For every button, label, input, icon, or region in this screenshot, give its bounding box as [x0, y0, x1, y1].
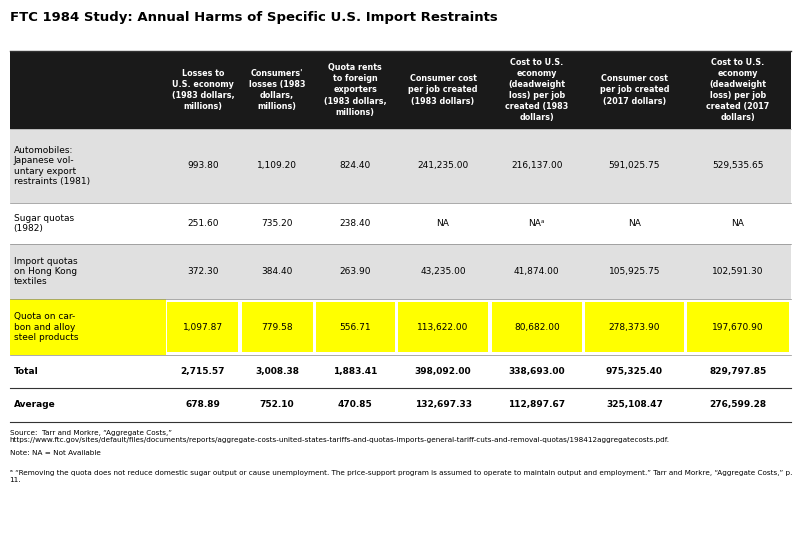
Text: 824.40: 824.40 — [340, 162, 371, 170]
Bar — [10, 299, 791, 355]
Text: Consumer cost
per job created
(2017 dollars): Consumer cost per job created (2017 doll… — [599, 74, 669, 106]
Text: Average: Average — [14, 401, 55, 409]
Text: Import quotas
on Hong Kong
textiles: Import quotas on Hong Kong textiles — [14, 257, 77, 286]
Text: 113,622.00: 113,622.00 — [418, 323, 469, 331]
Text: 2,715.57: 2,715.57 — [181, 367, 225, 376]
Text: 238.40: 238.40 — [340, 219, 371, 228]
Text: NA: NA — [628, 219, 641, 228]
Text: Sugar quotas
(1982): Sugar quotas (1982) — [14, 214, 73, 233]
Text: 43,235.00: 43,235.00 — [420, 267, 466, 276]
Text: 1,097.87: 1,097.87 — [183, 323, 223, 331]
Text: Automobiles:
Japanese vol-
untary export
restraints (1981): Automobiles: Japanese vol- untary export… — [14, 146, 90, 186]
Text: 105,925.75: 105,925.75 — [609, 267, 660, 276]
Text: 197,670.90: 197,670.90 — [712, 323, 764, 331]
Text: Losses to
U.S. economy
(1983 dollars,
millions): Losses to U.S. economy (1983 dollars, mi… — [171, 69, 234, 111]
Text: NAᵃ: NAᵃ — [528, 219, 545, 228]
Bar — [167, 302, 238, 352]
Text: 398,092.00: 398,092.00 — [414, 367, 471, 376]
Text: Total: Total — [14, 367, 38, 376]
Text: 241,235.00: 241,235.00 — [418, 162, 469, 170]
Text: 1,109.20: 1,109.20 — [257, 162, 297, 170]
Text: 338,693.00: 338,693.00 — [508, 367, 565, 376]
Bar — [687, 302, 789, 352]
Bar — [241, 302, 312, 352]
Text: 470.85: 470.85 — [338, 401, 372, 409]
Text: 678.89: 678.89 — [186, 401, 220, 409]
Bar — [10, 51, 791, 129]
Text: Source:  Tarr and Morkre, “Aggregate Costs,”  https://www.ftc.gov/sites/default/: Source: Tarr and Morkre, “Aggregate Cost… — [10, 430, 669, 442]
Text: 41,874.00: 41,874.00 — [514, 267, 559, 276]
Bar — [10, 388, 791, 422]
Bar — [10, 244, 791, 299]
Text: 102,591.30: 102,591.30 — [713, 267, 764, 276]
Text: 112,897.67: 112,897.67 — [508, 401, 565, 409]
Bar — [10, 355, 791, 388]
Bar — [585, 302, 684, 352]
Bar — [10, 203, 791, 244]
Text: 1,883.41: 1,883.41 — [333, 367, 377, 376]
Bar — [10, 129, 791, 203]
Bar — [10, 299, 166, 355]
Text: 779.58: 779.58 — [261, 323, 292, 331]
Text: ᵃ “Removing the quota does not reduce domestic sugar output or cause unemploymen: ᵃ “Removing the quota does not reduce do… — [10, 470, 792, 483]
Text: 384.40: 384.40 — [261, 267, 292, 276]
Text: 216,137.00: 216,137.00 — [511, 162, 563, 170]
Text: NA: NA — [437, 219, 450, 228]
Text: 829,797.85: 829,797.85 — [709, 367, 767, 376]
Bar — [492, 302, 582, 352]
Text: 132,697.33: 132,697.33 — [414, 401, 472, 409]
Text: 529,535.65: 529,535.65 — [713, 162, 764, 170]
Text: 263.90: 263.90 — [340, 267, 371, 276]
Text: Cost to U.S.
economy
(deadweight
loss) per job
created (1983
dollars): Cost to U.S. economy (deadweight loss) p… — [505, 57, 568, 122]
Text: 3,008.38: 3,008.38 — [255, 367, 299, 376]
Text: Quota on car-
bon and alloy
steel products: Quota on car- bon and alloy steel produc… — [14, 312, 78, 342]
Text: 556.71: 556.71 — [340, 323, 371, 331]
Text: Consumer cost
per job created
(1983 dollars): Consumer cost per job created (1983 doll… — [408, 74, 478, 106]
Text: 251.60: 251.60 — [187, 219, 218, 228]
Text: 993.80: 993.80 — [187, 162, 218, 170]
Text: 372.30: 372.30 — [187, 267, 218, 276]
Text: 975,325.40: 975,325.40 — [606, 367, 663, 376]
Text: Consumers'
losses (1983
dollars,
millions): Consumers' losses (1983 dollars, million… — [249, 69, 305, 111]
Text: FTC 1984 Study: Annual Harms of Specific U.S. Import Restraints: FTC 1984 Study: Annual Harms of Specific… — [10, 11, 497, 24]
Text: 735.20: 735.20 — [261, 219, 292, 228]
Text: 276,599.28: 276,599.28 — [709, 401, 767, 409]
Text: 325,108.47: 325,108.47 — [606, 401, 663, 409]
Text: Quota rents
to foreign
exporters
(1983 dollars,
millions): Quota rents to foreign exporters (1983 d… — [324, 63, 387, 117]
Text: Note: NA = Not Available: Note: NA = Not Available — [10, 450, 100, 456]
Bar — [316, 302, 395, 352]
Text: 752.10: 752.10 — [260, 401, 294, 409]
Bar — [398, 302, 489, 352]
Text: NA: NA — [732, 219, 744, 228]
Text: Cost to U.S.
economy
(deadweight
loss) per job
created (2017
dollars): Cost to U.S. economy (deadweight loss) p… — [706, 57, 770, 122]
Text: 278,373.90: 278,373.90 — [609, 323, 660, 331]
Text: 591,025.75: 591,025.75 — [609, 162, 660, 170]
Text: 80,682.00: 80,682.00 — [514, 323, 559, 331]
